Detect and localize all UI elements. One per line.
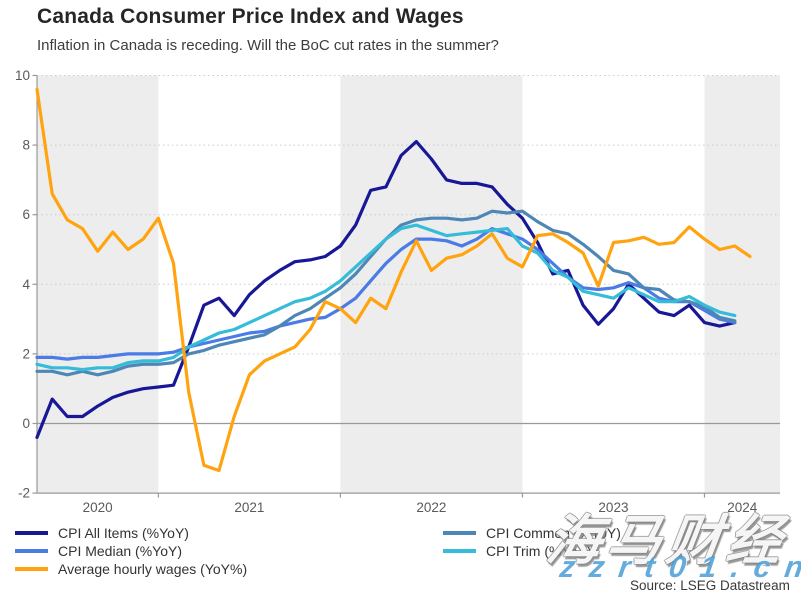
source-attribution: Source: LSEG Datastream <box>630 578 790 593</box>
series-line-cpi-all-items-yoy <box>35 140 737 439</box>
legend-item-cpi-median: CPI Median (%YoY) <box>15 542 247 560</box>
series-line-cpi-median-yoy <box>35 227 737 361</box>
x-tick-label-2022: 2022 <box>416 500 446 515</box>
series-line-average-hourly-wages-yoy <box>35 87 752 473</box>
legend-item-average-hourly-wages: Average hourly wages (YoY%) <box>15 560 247 578</box>
x-tick-label-2021: 2021 <box>234 500 264 515</box>
page-subtitle: Inflation in Canada is receding. Will th… <box>37 37 499 54</box>
legend-label-cpi-median: CPI Median (%YoY) <box>58 543 182 559</box>
legend-left-column: CPI All Items (%YoY) CPI Median (%YoY) A… <box>15 524 247 578</box>
y-tick-label-4: 4 <box>22 277 30 292</box>
x-tick-label-2024: 2024 <box>727 500 758 515</box>
x-tick-label-2020: 2020 <box>83 500 113 515</box>
legend-swatch-cpi-median <box>15 549 48 553</box>
legend-right-column: CPI Common (%YoY) CPI Trim (%YoY) <box>443 524 621 560</box>
legend-item-cpi-all-items: CPI All Items (%YoY) <box>15 524 247 542</box>
legend-swatch-average-hourly-wages <box>15 567 48 571</box>
legend-item-cpi-trim: CPI Trim (%YoY) <box>443 542 621 560</box>
series-line-cpi-trim-yoy <box>35 223 737 372</box>
y-tick-label-6: 6 <box>22 207 30 222</box>
legend-swatch-cpi-all-items <box>15 531 48 535</box>
x-tick-label-2023: 2023 <box>598 500 628 515</box>
legend-swatch-cpi-common <box>443 531 476 535</box>
legend-label-cpi-trim: CPI Trim (%YoY) <box>486 543 592 559</box>
legend-swatch-cpi-trim <box>443 549 476 553</box>
y-tick-label-2: 2 <box>22 346 30 361</box>
page-title: Canada Consumer Price Index and Wages <box>37 5 464 28</box>
legend-label-cpi-all-items: CPI All Items (%YoY) <box>58 525 189 541</box>
y-tick-label-0: 0 <box>22 416 30 431</box>
legend-label-average-hourly-wages: Average hourly wages (YoY%) <box>58 561 248 577</box>
y-tick-label-8: 8 <box>22 138 30 153</box>
year-shading-band-2024 <box>704 75 780 494</box>
y-tick-label-10: 10 <box>15 68 30 83</box>
legend-label-cpi-common: CPI Common (%YoY) <box>486 525 621 541</box>
legend-item-cpi-common: CPI Common (%YoY) <box>443 524 621 542</box>
y-tick-label--2: -2 <box>18 486 30 501</box>
